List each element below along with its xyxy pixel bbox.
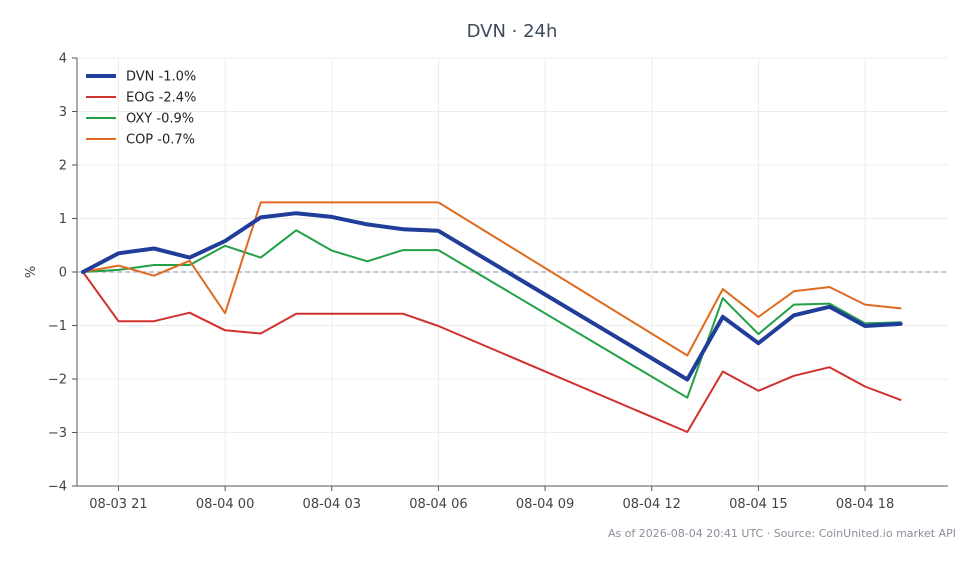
x-tick-label: 08-04 00 — [196, 497, 254, 512]
y-tick-label: 3 — [59, 105, 67, 120]
y-tick-label: −2 — [48, 373, 67, 388]
y-tick-label: −1 — [48, 319, 67, 334]
x-tick: 08-04 18 — [836, 486, 894, 512]
legend-label: OXY -0.9% — [126, 112, 194, 127]
x-tick-label: 08-04 09 — [516, 497, 574, 512]
legend-label: EOG -2.4% — [126, 91, 196, 106]
y-tick: −4 — [48, 480, 77, 495]
x-tick: 08-04 03 — [303, 486, 361, 512]
y-axis-label: % — [24, 266, 39, 278]
y-tick: −1 — [48, 319, 77, 334]
y-tick: 3 — [59, 105, 77, 120]
series-line-oxy — [81, 229, 902, 399]
x-tick-label: 08-03 21 — [89, 497, 147, 512]
x-tick-label: 08-04 12 — [623, 497, 681, 512]
x-tick-label: 08-04 06 — [409, 497, 467, 512]
x-tick: 08-04 06 — [409, 486, 468, 512]
y-tick: 4 — [59, 52, 77, 67]
series-line-cop — [81, 201, 902, 357]
series-line-dvn — [80, 211, 903, 382]
y-tick-label: 2 — [59, 159, 67, 174]
chart-title: DVN · 24h — [467, 21, 558, 42]
legend: DVN -1.0% EOG -2.4% OXY -0.9% COP -0.7% — [86, 70, 196, 148]
x-axis-ticks: 08-03 21 08-04 00 08-04 03 08-04 06 08-04 09… — [89, 486, 894, 512]
x-tick: 08-04 09 — [516, 486, 574, 512]
x-tick: 08-04 12 — [623, 486, 681, 512]
y-tick-label: −3 — [48, 426, 67, 441]
y-tick: 1 — [59, 212, 77, 227]
y-axis-ticks: −4 −3 −2 −1 0 1 2 3 4 — [48, 52, 77, 495]
footer-source: As of 2026-08-04 20:41 UTC · Source: Coi… — [608, 527, 956, 540]
y-tick: −2 — [48, 373, 77, 388]
x-tick-label: 08-04 15 — [729, 497, 787, 512]
x-tick-label: 08-04 18 — [836, 497, 894, 512]
y-tick: 0 — [59, 266, 77, 281]
legend-item-eog: EOG -2.4% — [86, 91, 196, 106]
legend-item-dvn: DVN -1.0% — [86, 70, 196, 85]
legend-item-oxy: OXY -0.9% — [86, 112, 194, 127]
legend-item-cop: COP -0.7% — [86, 133, 195, 148]
legend-label: DVN -1.0% — [126, 70, 196, 85]
y-tick: −3 — [48, 426, 77, 441]
legend-label: COP -0.7% — [126, 133, 195, 148]
y-tick-label: −4 — [48, 480, 67, 495]
x-tick: 08-03 21 — [89, 486, 148, 512]
x-tick-label: 08-04 03 — [303, 497, 361, 512]
series-group — [80, 201, 903, 433]
y-tick-label: 1 — [59, 212, 67, 227]
x-tick: 08-04 00 — [196, 486, 254, 512]
y-tick: 2 — [59, 159, 77, 174]
y-tick-label: 4 — [59, 52, 67, 67]
series-line-eog — [81, 271, 902, 433]
x-tick: 08-04 15 — [729, 486, 788, 512]
y-tick-label: 0 — [59, 266, 67, 281]
